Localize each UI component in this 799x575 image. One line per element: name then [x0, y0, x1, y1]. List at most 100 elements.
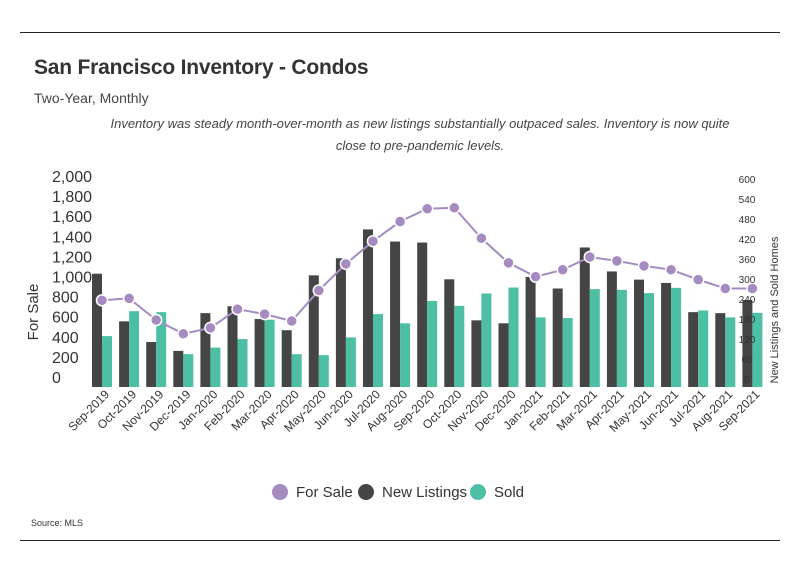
left-axis-title: For Sale [25, 284, 42, 341]
bar-sold-14 [481, 293, 492, 387]
bar-new-listings-18 [579, 247, 590, 387]
left-tick-label: 400 [52, 330, 79, 347]
for-sale-point-17 [556, 263, 569, 277]
for-sale-point-11 [393, 215, 407, 228]
bar-sold-18 [589, 289, 600, 387]
for-sale-point-22 [691, 273, 705, 286]
bar-new-listings-1 [119, 321, 130, 387]
for-sale-point-1 [122, 292, 136, 305]
bar-new-listings-10 [363, 229, 373, 387]
chart-title: San Francisco Inventory - Condos [34, 56, 369, 79]
chart-annotation: Inventory was steady month-over-month as… [110, 113, 730, 157]
right-tick-label: 180 [739, 315, 756, 326]
bar-new-listings-13 [444, 279, 455, 387]
right-tick-label: 60 [741, 355, 753, 366]
for-sale-point-14 [475, 232, 488, 245]
for-sale-point-24 [746, 282, 759, 295]
bar-new-listings-0 [92, 273, 102, 387]
bar-new-listings-4 [200, 313, 211, 387]
annotation-line-2: close to pre-pandemic levels. [335, 138, 505, 153]
for-sale-point-9 [339, 257, 353, 271]
for-sale-point-6 [258, 307, 271, 321]
bar-new-listings-8 [308, 275, 319, 387]
bar-sold-9 [345, 337, 356, 387]
bar-sold-7 [291, 354, 302, 387]
bar-sold-1 [129, 311, 140, 387]
bar-new-listings-14 [471, 320, 482, 387]
bar-new-listings-20 [634, 279, 644, 387]
for-sale-point-20 [637, 259, 651, 273]
bar-sold-15 [508, 287, 519, 387]
bar-new-listings-2 [146, 342, 157, 387]
for-sale-point-19 [610, 254, 624, 268]
bar-new-listings-6 [254, 319, 265, 387]
legend-sold-label: Sold [494, 484, 524, 501]
right-tick-label: 240 [739, 295, 756, 306]
for-sale-point-13 [448, 201, 461, 214]
bar-new-listings-9 [335, 258, 346, 387]
bar-new-listings-11 [390, 241, 401, 387]
bar-new-listings-24 [742, 299, 753, 387]
left-tick-label: 600 [52, 310, 79, 327]
source-note: Source: MLS [31, 518, 84, 528]
bar-sold-23 [725, 317, 736, 387]
bar-sold-11 [400, 323, 411, 387]
left-tick-label: 200 [52, 350, 79, 367]
for-sale-point-8 [312, 284, 326, 297]
bar-sold-3 [183, 354, 194, 387]
for-sale-point-10 [366, 234, 380, 248]
legend-new-listings-label: New Listings [382, 484, 467, 501]
right-tick-label: 540 [739, 195, 756, 206]
left-tick-label: 1,800 [52, 189, 92, 206]
bar-new-listings-21 [661, 282, 672, 387]
right-tick-label: 360 [739, 255, 756, 266]
legend-sold-marker [470, 484, 486, 500]
bar-new-listings-15 [498, 323, 509, 387]
for-sale-point-23 [719, 282, 732, 295]
bar-sold-8 [318, 355, 329, 387]
left-tick-label: 1,400 [52, 229, 92, 246]
right-axis-title: New Listings and Sold Homes [769, 236, 781, 383]
bar-new-listings-12 [417, 242, 428, 387]
for-sale-point-12 [420, 202, 434, 215]
bar-new-listings-22 [688, 312, 699, 387]
left-tick-label: 1,000 [52, 270, 92, 287]
left-tick-label: 800 [52, 290, 79, 307]
bar-new-listings-23 [715, 313, 726, 387]
for-sale-point-15 [502, 256, 515, 270]
bar-new-listings-3 [173, 350, 184, 387]
for-sale-line-layer [95, 201, 759, 341]
top-rule [20, 32, 780, 33]
left-tick-label: 2,000 [52, 169, 92, 186]
bar-new-listings-16 [525, 277, 536, 387]
left-tick-label: 1,200 [52, 249, 92, 266]
bar-sold-21 [671, 287, 682, 387]
for-sale-point-16 [529, 270, 542, 283]
bar-sold-12 [427, 300, 438, 387]
for-sale-point-21 [664, 263, 678, 277]
right-tick-label: 480 [739, 215, 756, 226]
chart-subtitle: Two-Year, Monthly [34, 90, 149, 106]
for-sale-point-0 [95, 294, 109, 307]
left-tick-label: 1,600 [52, 209, 92, 226]
right-tick-label: 600 [739, 175, 756, 186]
chart-legend: For Sale New Listings Sold [272, 484, 524, 501]
right-tick-label: 0 [744, 375, 750, 386]
bottom-rule [20, 540, 780, 541]
bar-sold-10 [373, 314, 383, 387]
legend-for-sale-label: For Sale [296, 484, 353, 501]
right-tick-label: 420 [739, 235, 756, 246]
legend-new-listings-marker [358, 484, 374, 500]
bar-new-listings-7 [281, 330, 292, 387]
bar-sold-6 [264, 319, 275, 387]
bar-sold-19 [616, 289, 627, 387]
legend-for-sale-marker [272, 484, 288, 500]
left-axis-ticks: 2,000 1,800 1,600 1,400 1,200 1,000 800 600 400 2… [52, 169, 92, 387]
bar-sold-17 [562, 318, 573, 387]
for-sale-point-5 [231, 302, 244, 316]
for-sale-point-4 [204, 321, 217, 335]
bar-new-listings-5 [227, 306, 238, 387]
bar-new-listings-19 [606, 271, 617, 387]
